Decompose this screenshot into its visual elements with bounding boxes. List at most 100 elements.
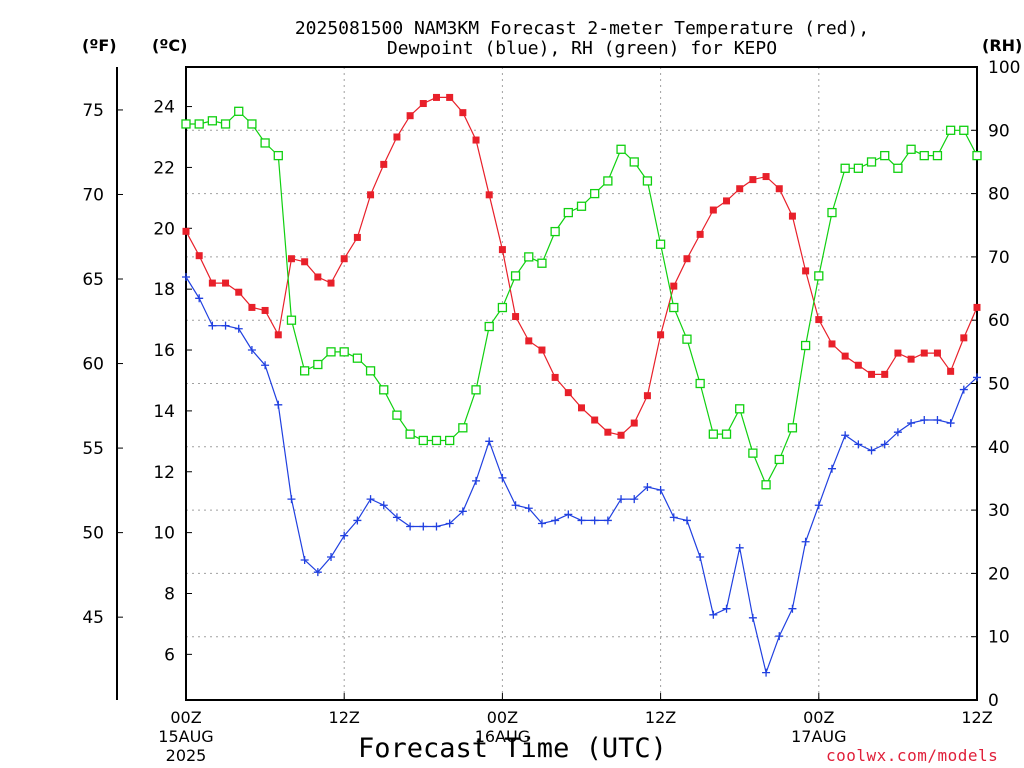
- temperature-point: [749, 176, 757, 184]
- dewpoint-point: [669, 513, 678, 522]
- dewpoint-point: [182, 272, 190, 281]
- x-tick-date-label: 15AUG: [158, 727, 213, 746]
- temperature-point: [208, 279, 216, 287]
- rh-point: [537, 258, 547, 268]
- rh-point: [761, 480, 771, 490]
- rh-point: [814, 271, 824, 281]
- rh-point: [603, 176, 613, 186]
- temperature-point: [881, 370, 889, 378]
- temperature-point: [683, 255, 691, 263]
- rh-point: [379, 385, 389, 395]
- temperature-point: [367, 191, 375, 199]
- dewpoint-series-line: [185, 276, 978, 675]
- rh-point: [774, 454, 784, 465]
- dewpoint-point: [722, 604, 731, 613]
- temperature-point: [327, 279, 335, 287]
- dewpoint-point: [920, 416, 929, 425]
- source-credit: coolwx.com/models: [826, 746, 999, 765]
- dewpoint-point: [221, 321, 230, 330]
- temperature-point: [815, 316, 823, 324]
- dewpoint-point: [762, 668, 771, 677]
- rh-point: [326, 347, 336, 357]
- temperature-point: [380, 160, 388, 168]
- dewpoint-point: [841, 431, 850, 440]
- x-tick-date-label: 17AUG: [791, 727, 846, 746]
- dewpoint-point: [247, 346, 256, 355]
- dewpoint-point: [498, 473, 507, 482]
- rh-tick-label: 100: [988, 58, 1020, 78]
- rh-point: [853, 163, 863, 173]
- rh-unit-label: (RH): [982, 36, 1023, 55]
- temperature-point: [393, 133, 401, 141]
- celsius-tick-label: 8: [164, 584, 175, 604]
- dewpoint-point: [208, 321, 217, 330]
- rh-point: [932, 150, 943, 161]
- temperature-point: [696, 230, 704, 238]
- temperature-point: [933, 349, 941, 357]
- dewpoint-point: [366, 495, 375, 504]
- fahrenheit-tick-label: 60: [82, 355, 104, 375]
- rh-point: [339, 347, 349, 357]
- dewpoint-point: [814, 501, 823, 510]
- rh-point: [234, 106, 244, 116]
- dewpoint-point: [353, 516, 362, 525]
- dewpoint-point: [432, 522, 441, 531]
- dewpoint-point: [261, 361, 270, 370]
- temperature-point: [432, 93, 440, 101]
- temperature-point: [762, 173, 770, 181]
- dewpoint-point: [880, 440, 889, 449]
- rh-point: [669, 302, 679, 313]
- temperature-point: [274, 331, 282, 339]
- temperature-point: [736, 185, 744, 193]
- temperature-point: [248, 303, 256, 311]
- temperature-point: [564, 389, 572, 397]
- x-tick-label: 00Z: [803, 708, 834, 727]
- rh-point: [405, 429, 415, 439]
- rh-point: [919, 150, 929, 161]
- rh-point: [313, 359, 323, 370]
- dewpoint-point: [419, 522, 428, 531]
- rh-point: [418, 435, 428, 446]
- temperature-point: [630, 419, 638, 427]
- temperature-point: [709, 206, 717, 214]
- rh-point: [181, 119, 191, 129]
- dewpoint-point: [907, 419, 916, 428]
- celsius-tick-label: 22: [153, 158, 175, 178]
- rh-point: [721, 429, 732, 439]
- temperature-point: [841, 352, 849, 360]
- dewpoint-point: [392, 513, 401, 522]
- dewpoint-point: [274, 400, 283, 409]
- rh-point: [550, 226, 560, 237]
- temperature-point: [828, 340, 836, 348]
- celsius-tick-label: 24: [153, 98, 175, 118]
- rh-tick-label: 80: [988, 185, 1010, 205]
- chart-title-line2: Dewpoint (blue), RH (green) for KEPO: [386, 38, 778, 59]
- dewpoint-point: [511, 501, 520, 510]
- dewpoint-point: [379, 501, 388, 510]
- dewpoint-point: [617, 495, 626, 504]
- dewpoint-point: [287, 495, 296, 504]
- rh-point: [682, 334, 692, 344]
- temperature-point: [657, 331, 665, 339]
- dewpoint-point: [485, 437, 494, 446]
- rh-point: [445, 435, 455, 446]
- dewpoint-point: [313, 568, 322, 577]
- rh-point: [207, 116, 218, 126]
- dewpoint-point: [959, 385, 968, 394]
- x-tick-date-label: 16AUG: [475, 727, 530, 746]
- dewpoint-point: [696, 552, 705, 561]
- rh-tick-label: 70: [988, 248, 1010, 268]
- dewpoint-point: [946, 419, 955, 428]
- dewpoint-point: [590, 516, 599, 525]
- rh-tick-label: 20: [988, 564, 1010, 584]
- dewpoint-point: [854, 440, 863, 449]
- rh-point: [497, 302, 508, 313]
- temperature-point: [485, 191, 493, 199]
- fahrenheit-tick-label: 65: [82, 270, 104, 290]
- dewpoint-point: [537, 519, 546, 528]
- rh-point: [510, 271, 521, 281]
- x-axis-title: Forecast Time (UTC): [358, 733, 667, 764]
- fahrenheit-tick-label: 55: [82, 439, 104, 459]
- dewpoint-point: [748, 613, 757, 622]
- rh-point: [273, 150, 283, 161]
